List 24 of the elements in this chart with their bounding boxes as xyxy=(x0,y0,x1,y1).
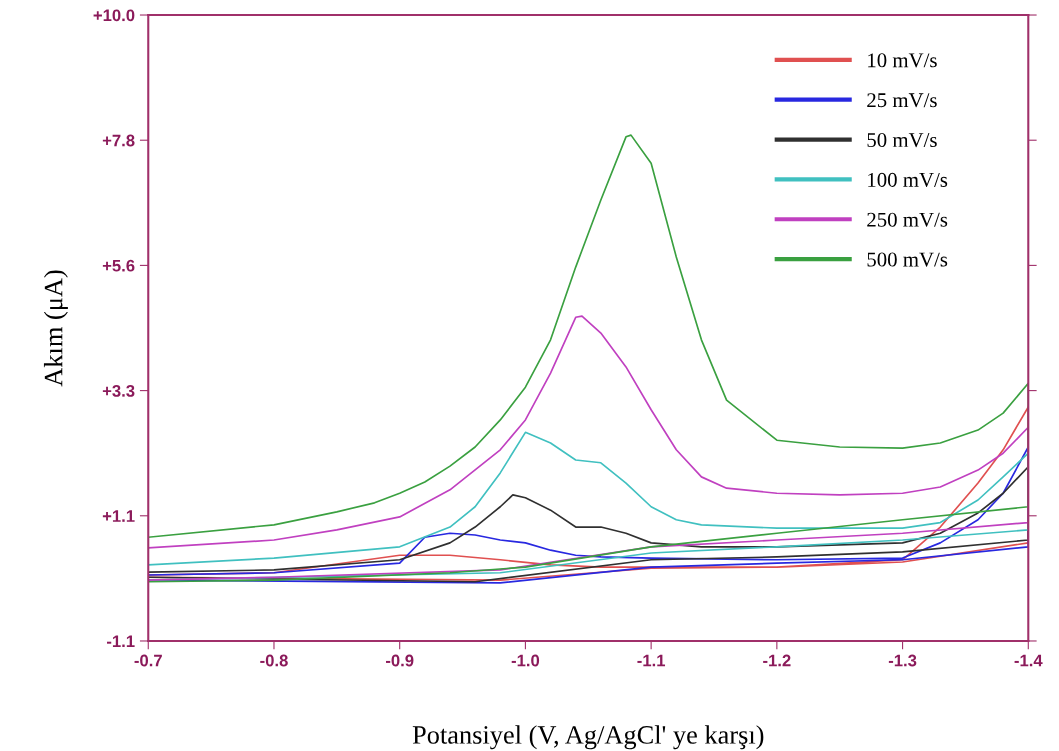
legend-label: 500 mV/s xyxy=(867,252,948,267)
y-tick-label: +7.8 xyxy=(102,134,135,147)
y-tick-label: +1.1 xyxy=(102,510,135,522)
x-tick-label: -1.2 xyxy=(763,654,791,667)
x-tick-label: -1.1 xyxy=(637,654,666,667)
y-axis-title: Akım (μA) xyxy=(43,270,68,387)
line-series xyxy=(148,134,1029,583)
legend-label: 50 mV/s xyxy=(867,132,937,148)
x-tick-label: -0.7 xyxy=(134,654,162,667)
line-series xyxy=(148,315,1029,581)
legend-label: 100 mV/s xyxy=(868,172,948,188)
y-tick-label: +10.0 xyxy=(93,9,135,22)
legend-label: 25 mV/s xyxy=(867,93,937,108)
y-tick-label: -1.1 xyxy=(107,635,135,648)
legend-label: 10 mV/s xyxy=(868,53,937,68)
x-tick-label: -1.0 xyxy=(511,654,540,667)
legend-label: 250 mV/s xyxy=(867,212,948,227)
x-tick-label: -1.4 xyxy=(1014,654,1043,667)
x-tick-label: -1.3 xyxy=(888,654,917,667)
y-tick-label: +5.6 xyxy=(102,259,135,272)
x-axis-title: Potansiyel (V, Ag/AgCl' ye karşı) xyxy=(412,725,764,750)
x-tick-label: -0.9 xyxy=(385,654,414,667)
x-tick-label: -0.8 xyxy=(260,654,288,667)
y-tick-label: +3.3 xyxy=(102,385,135,397)
